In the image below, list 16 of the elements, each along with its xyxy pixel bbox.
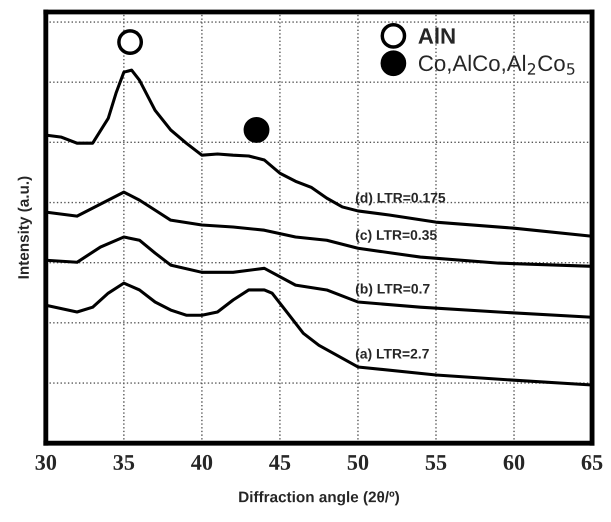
y-axis-title: Intensity (a.u.) xyxy=(18,176,32,278)
x-tick-label: 45 xyxy=(269,455,290,470)
x-tick-label: 65 xyxy=(582,454,602,470)
series-label: (a) LTR=2.7 xyxy=(356,348,429,362)
series-label: (d) LTR=0.175 xyxy=(356,192,446,206)
x-tick-label: 55 xyxy=(426,455,446,470)
x-tick-label: 60 xyxy=(504,454,524,470)
x-tick-label: 50 xyxy=(348,454,368,470)
series-label: (c) LTR=0.35 xyxy=(356,230,437,243)
x-tick-label: 35 xyxy=(114,454,134,470)
x-axis-title: Diffraction angle (2θ/º) xyxy=(239,491,399,506)
legend-label: AlN xyxy=(418,28,455,44)
x-tick-label: 30 xyxy=(36,454,56,470)
x-tick-label: 40 xyxy=(191,454,212,470)
series-label: (b) LTR=0.7 xyxy=(356,283,430,296)
legend-label: Co,AlCo,Al$_{2}$Co$_{5}$ xyxy=(418,54,574,75)
